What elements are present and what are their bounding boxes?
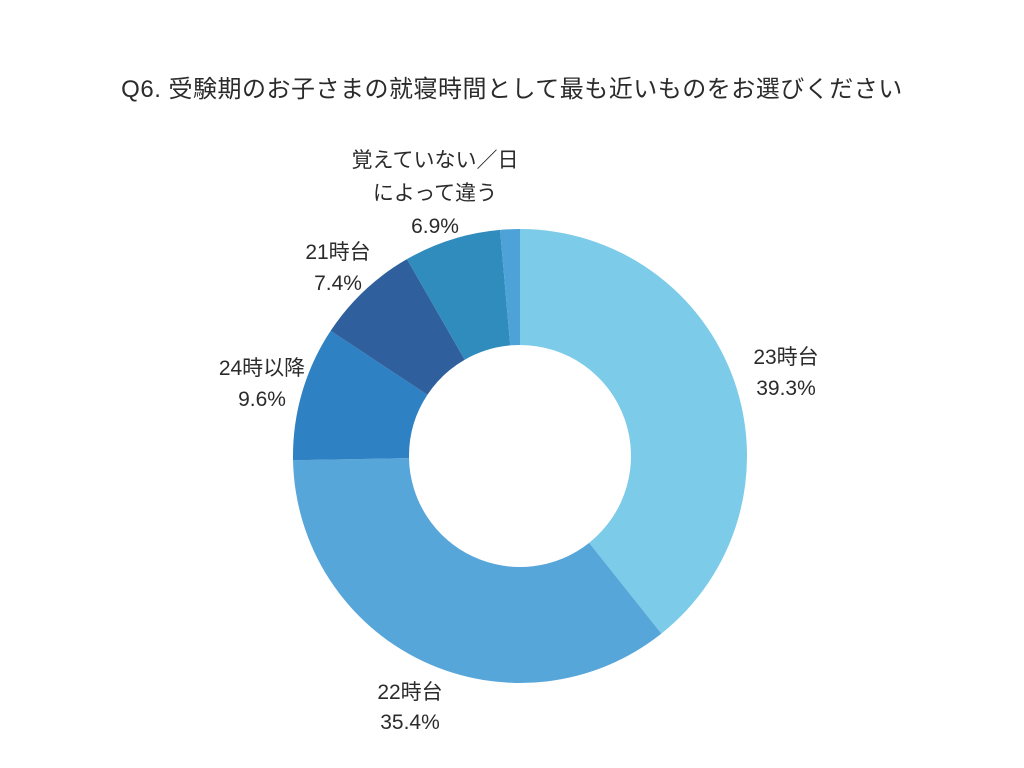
slice-percent: 7.4% bbox=[314, 272, 362, 295]
donut-slice-after-24h bbox=[292, 330, 428, 461]
slice-label-21h: 21時台 7.4% bbox=[258, 237, 418, 299]
slice-percent: 39.3% bbox=[756, 377, 816, 400]
donut-slice-unlabeled bbox=[500, 229, 520, 346]
chart-title: Q6. 受験期のお子さまの就寝時間として最も近いものをお選びください bbox=[121, 76, 903, 103]
slice-percent: 9.6% bbox=[238, 388, 286, 411]
donut-slice-23h bbox=[520, 229, 748, 634]
slice-name: 21時台 bbox=[305, 241, 371, 264]
slice-name: 23時台 bbox=[753, 346, 819, 369]
donut-slice-21h bbox=[330, 259, 465, 395]
slice-label-22h: 22時台 35.4% bbox=[330, 678, 490, 738]
slice-name: 24時以降 bbox=[218, 357, 306, 380]
slice-name: 22時台 bbox=[377, 681, 443, 704]
donut-slice-22h bbox=[293, 458, 662, 683]
slice-label-after-24h: 24時以降 9.6% bbox=[182, 353, 342, 415]
slice-label-23h: 23時台 39.3% bbox=[706, 342, 866, 404]
slice-percent: 35.4% bbox=[380, 711, 440, 734]
slice-percent: 6.9% bbox=[411, 215, 459, 238]
slice-name: 覚えていない／日 によって違う bbox=[351, 149, 519, 205]
donut-slice-dont-remember bbox=[406, 229, 511, 360]
slice-label-dont-remember: 覚えていない／日 によって違う 6.9% bbox=[320, 144, 550, 243]
